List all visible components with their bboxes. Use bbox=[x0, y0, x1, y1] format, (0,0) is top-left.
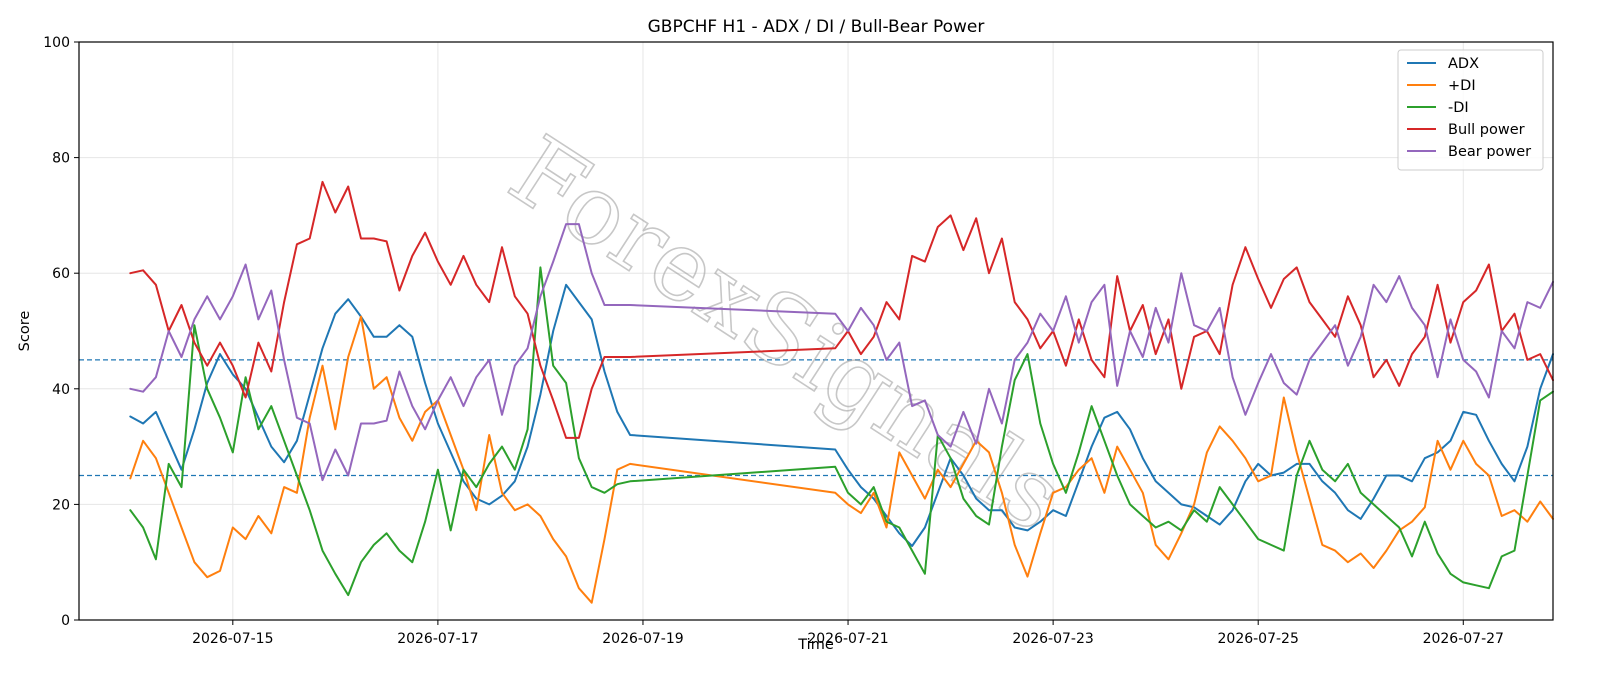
legend-label: -DI bbox=[1448, 100, 1469, 116]
y-tick-label: 20 bbox=[52, 497, 70, 513]
series-line-adx bbox=[129, 283, 1554, 547]
legend: ADX +DI -DI Bull power Bear power bbox=[1397, 49, 1544, 171]
legend-box bbox=[1397, 49, 1544, 171]
series-layer bbox=[129, 180, 1554, 604]
legend-label: Bull power bbox=[1448, 122, 1525, 138]
x-tick-label: 2026-07-27 bbox=[1423, 631, 1504, 647]
x-tick-label: 2026-07-21 bbox=[807, 631, 888, 647]
x-tick-label: 2026-07-19 bbox=[602, 631, 683, 647]
chart-title: GBPCHF H1 - ADX / DI / Bull-Bear Power bbox=[648, 17, 985, 37]
y-tick-label: 100 bbox=[43, 35, 70, 51]
y-tick-label: 60 bbox=[52, 266, 70, 282]
series-line-di bbox=[129, 315, 1554, 604]
x-tick-label: 2026-07-15 bbox=[192, 631, 273, 647]
series-line-bear-power bbox=[129, 223, 1554, 482]
legend-label: ADX bbox=[1448, 56, 1479, 72]
legend-label: Bear power bbox=[1448, 144, 1531, 160]
series-line-bull-power bbox=[129, 180, 1554, 439]
y-tick-label: 80 bbox=[52, 151, 70, 167]
x-tick-label: 2026-07-17 bbox=[397, 631, 478, 647]
x-axis: 2026-07-15 2026-07-17 2026-07-19 2026-07-21… bbox=[192, 620, 1504, 647]
x-tick-label: 2026-07-23 bbox=[1012, 631, 1093, 647]
legend-label: +DI bbox=[1448, 78, 1476, 94]
x-tick-label: 2026-07-25 bbox=[1218, 631, 1299, 647]
y-tick-label: 0 bbox=[61, 613, 70, 629]
y-tick-label: 40 bbox=[52, 382, 70, 398]
plot-frame bbox=[78, 41, 1554, 621]
y-axis: 0 20 40 60 80 100 bbox=[43, 35, 79, 629]
reference-lines bbox=[79, 359, 1553, 477]
y-axis-title: Score bbox=[17, 311, 33, 352]
x-axis-title: Time bbox=[797, 637, 834, 653]
